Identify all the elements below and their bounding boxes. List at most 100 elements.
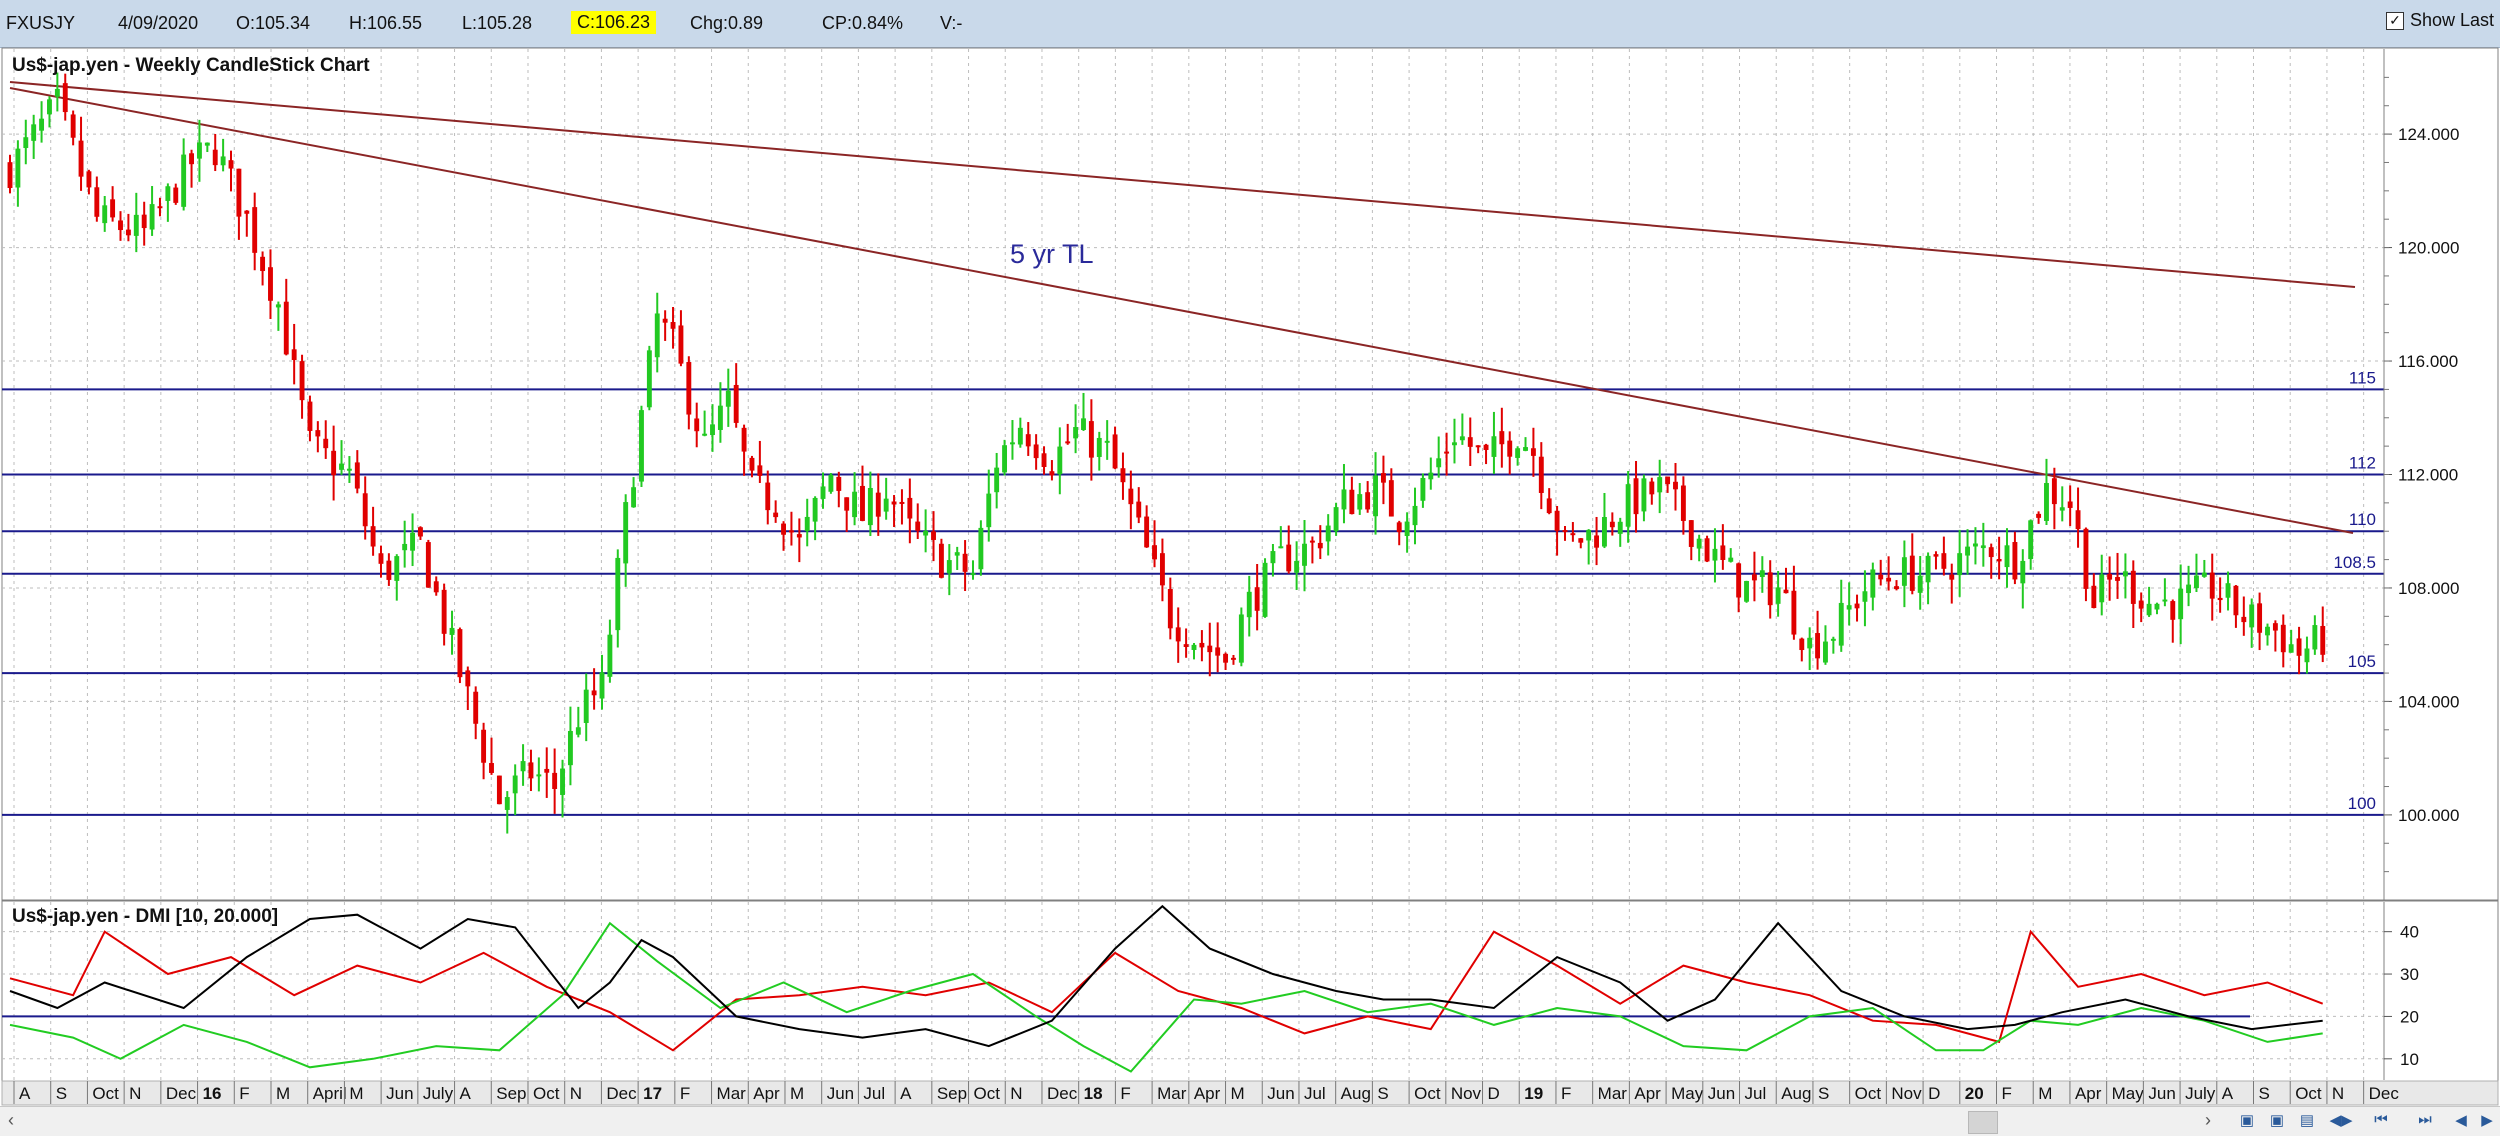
dmi-y-tick-label: 40 — [2400, 923, 2419, 942]
candle-body — [1199, 642, 1205, 648]
candle-body — [757, 465, 763, 476]
candle-body — [844, 497, 850, 511]
candle-body — [1830, 638, 1836, 641]
price-chart-title: Us$-jap.yen - Weekly CandleStick Chart — [12, 55, 370, 76]
candle-body — [149, 204, 155, 230]
candle-body — [1625, 484, 1631, 527]
x-tick-label: Mar — [1598, 1084, 1628, 1103]
candle-body — [1191, 644, 1197, 650]
scroll-thumb[interactable] — [1968, 1111, 1998, 1134]
candle-body — [931, 531, 936, 540]
open-value: O:105.34 — [236, 13, 311, 33]
candle-body — [1483, 444, 1489, 450]
candle-body — [654, 313, 660, 358]
candle-body — [1917, 575, 1923, 593]
candle-body — [1609, 521, 1615, 528]
candle-body — [607, 634, 613, 677]
candle-body — [1823, 641, 1828, 663]
candle-body — [110, 199, 116, 218]
candle-body — [1988, 547, 1994, 558]
jump-start-icon[interactable]: ⏮ — [2374, 1111, 2388, 1128]
candle-body — [2201, 572, 2207, 577]
candle-body — [1167, 589, 1173, 629]
candle-body — [623, 502, 629, 564]
candle-body — [1720, 545, 1726, 560]
candle-body — [378, 553, 384, 564]
candle-body — [1680, 485, 1686, 521]
candle-body — [678, 325, 684, 364]
candle-body — [410, 532, 416, 551]
candle-body — [1207, 645, 1213, 653]
zoom-out-icon[interactable]: ▣ — [2269, 1112, 2285, 1129]
show-last-label: Show Last — [2409, 10, 2494, 30]
x-tick-label: F — [2002, 1084, 2012, 1103]
candle-body — [1144, 516, 1150, 548]
candle-body — [710, 424, 715, 436]
candle-body — [1925, 555, 1931, 583]
candle-body — [425, 542, 431, 588]
horizontal-scrollbar[interactable]: ‹ › ▣ ▣ ▤ ◀▶ ⏮ ⏭ ◀ ▶ — [0, 1106, 2500, 1136]
candle-body — [1459, 436, 1465, 441]
x-tick-label: Dec — [2369, 1084, 2400, 1103]
candle-body — [2280, 624, 2286, 653]
zoom-in-icon[interactable]: ▣ — [2239, 1112, 2255, 1129]
candle-body — [1846, 605, 1852, 610]
candle-body — [1136, 501, 1142, 518]
x-tick-label: Jul — [863, 1084, 885, 1103]
scroll-right-icon[interactable]: › — [2205, 1110, 2211, 1130]
candle-body — [1294, 560, 1300, 573]
candle-body — [2036, 513, 2042, 518]
candle-body — [62, 83, 68, 113]
candle-body — [1862, 591, 1868, 602]
candle-body — [1570, 533, 1576, 536]
x-tick-label: F — [1120, 1084, 1130, 1103]
candle-body — [1112, 434, 1118, 469]
candle-body — [78, 140, 84, 177]
candle-body — [449, 627, 455, 635]
candle-body — [1215, 647, 1221, 656]
jump-end-icon[interactable]: ⏭ — [2418, 1111, 2432, 1128]
x-tick-label: N — [2332, 1084, 2344, 1103]
candle-body — [2209, 572, 2215, 599]
candle-body — [441, 589, 447, 634]
scroll-left-icon[interactable]: ‹ — [8, 1110, 14, 1130]
y-axis: 124.000 120.000 116.000 112.000 108.000 104.0… — [2383, 49, 2459, 1080]
candle-body — [1783, 589, 1789, 594]
trendline-annotation: 5 yr TL — [1010, 239, 1094, 269]
scroll-both-icon[interactable]: ◀▶ — [2329, 1112, 2353, 1129]
candle-body — [1972, 543, 1978, 547]
y-tick-label: 100.000 — [2398, 806, 2459, 825]
candle-body — [1799, 638, 1805, 651]
x-tick-label: 20 — [1965, 1084, 1984, 1103]
candle-body — [228, 160, 234, 169]
minus-di-line — [9, 921, 2323, 1073]
candle-body — [1057, 446, 1063, 475]
candle-body — [1317, 542, 1323, 549]
candle-body — [1854, 603, 1860, 609]
candle-body — [1270, 551, 1276, 564]
candle-body — [1444, 451, 1450, 454]
reset-zoom-icon[interactable]: ▤ — [2299, 1112, 2315, 1129]
x-tick-label: Sep — [496, 1084, 526, 1103]
candle-body — [717, 405, 723, 430]
volume-value: V:- — [940, 13, 963, 33]
candle-body — [1538, 456, 1544, 493]
candle-body — [1807, 637, 1813, 649]
candle-body — [2099, 574, 2105, 603]
candle-body — [2225, 583, 2231, 598]
candle-body — [1594, 535, 1600, 548]
show-last-toggle[interactable]: ✓ Show Last — [2385, 10, 2494, 31]
candle-body — [599, 672, 605, 699]
step-forward-icon[interactable]: ▶ — [2481, 1112, 2493, 1129]
candle-body — [2186, 584, 2192, 594]
y-tick-label: 112.000 — [2398, 466, 2458, 485]
candle-body — [1578, 538, 1584, 543]
candle-body — [31, 124, 37, 141]
candle-body — [836, 476, 842, 491]
show-last-checkbox[interactable]: ✓ — [2385, 11, 2404, 30]
step-back-icon[interactable]: ◀ — [2455, 1112, 2467, 1129]
candle-body — [386, 560, 392, 580]
candle-body — [923, 530, 929, 536]
candle-body — [1696, 538, 1702, 549]
candle-body — [1901, 557, 1907, 586]
